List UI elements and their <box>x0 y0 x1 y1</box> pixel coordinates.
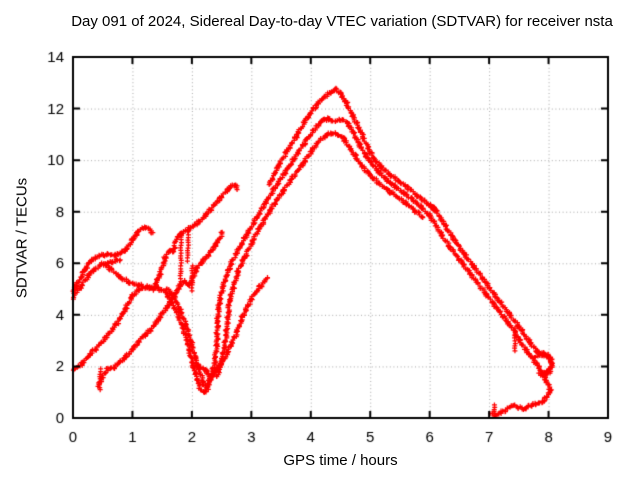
chart-title: Day 091 of 2024, Sidereal Day-to-day VTE… <box>71 13 613 30</box>
y-axis-label: SDTVAR / TECUs <box>13 177 31 299</box>
x-axis-label: GPS time / hours <box>283 452 398 469</box>
